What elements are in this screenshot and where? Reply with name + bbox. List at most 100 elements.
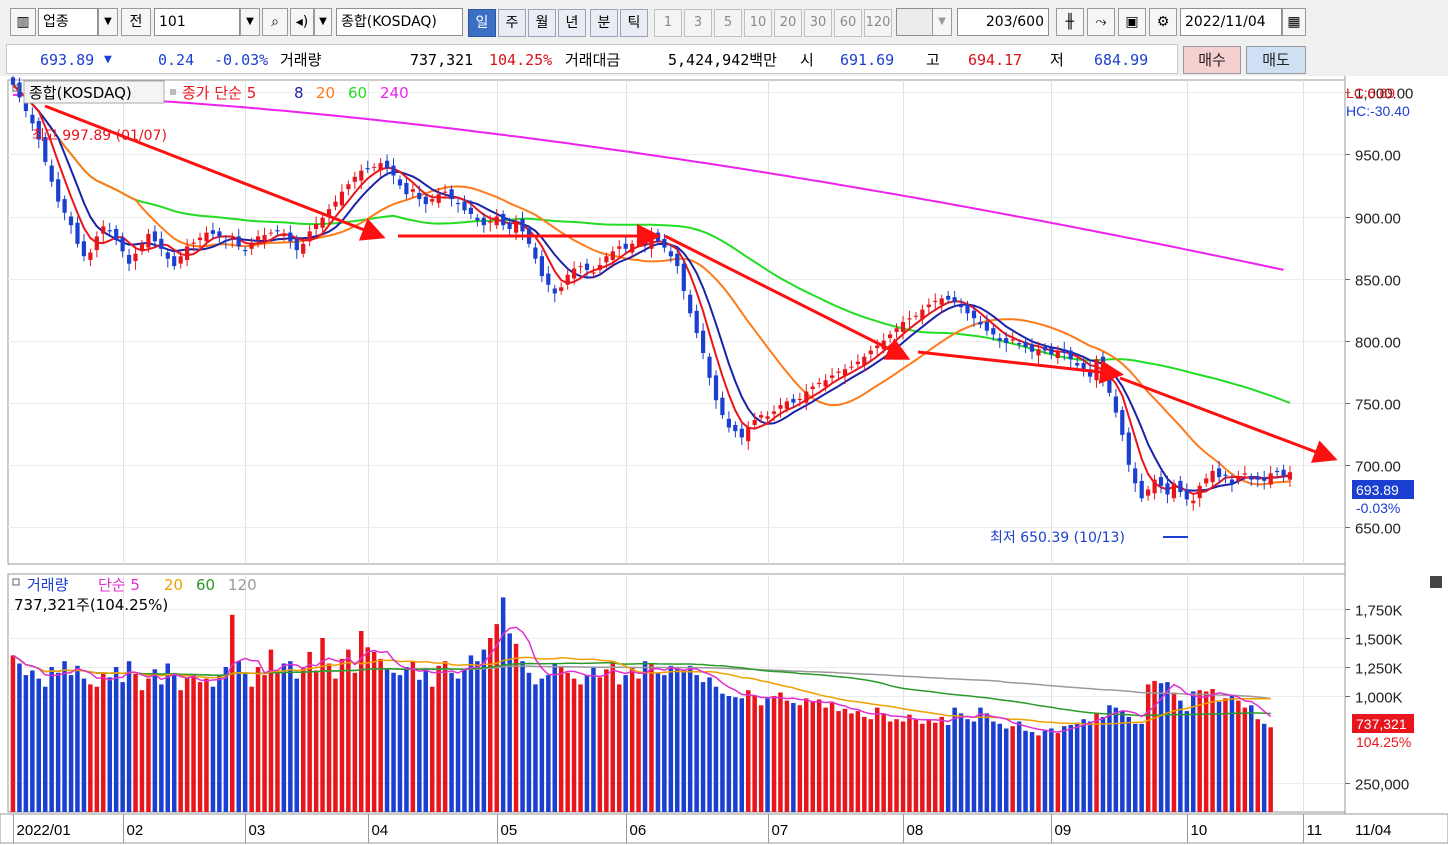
- date-field[interactable]: 2022/11/04: [1180, 8, 1282, 36]
- candle-body: [391, 165, 396, 176]
- candle-body: [662, 238, 667, 248]
- volume-bar: [1126, 716, 1131, 812]
- speaker-icon[interactable]: ◂): [290, 8, 314, 36]
- volume-toggle-icon: [12, 578, 20, 586]
- candle-body: [1113, 396, 1118, 413]
- tab-month[interactable]: 월: [528, 9, 556, 37]
- candle-body: [752, 420, 757, 425]
- volume-bar: [997, 723, 1002, 812]
- sector-select[interactable]: 업종: [38, 8, 98, 36]
- settings-icon[interactable]: ⚙: [1149, 8, 1177, 36]
- candle-body: [1023, 341, 1028, 347]
- candle-body: [10, 77, 16, 85]
- volume-bar: [784, 700, 790, 812]
- volume-bar: [81, 678, 87, 812]
- volume-bar: [339, 658, 345, 812]
- volume-bar: [120, 682, 125, 812]
- tab-year[interactable]: 년: [558, 9, 586, 37]
- candle-body: [365, 168, 370, 170]
- chart-type-icon[interactable]: ▥: [10, 8, 36, 36]
- date-tick-label: 08: [907, 822, 924, 839]
- line-tool-icon[interactable]: ⤳: [1087, 8, 1115, 36]
- prev-button[interactable]: 전: [121, 8, 151, 36]
- minute-60[interactable]: 60: [834, 9, 862, 37]
- minute-1[interactable]: 1: [654, 9, 682, 37]
- volume-bar: [604, 669, 609, 812]
- date-tick-label: 09: [1055, 822, 1072, 839]
- tab-minute[interactable]: 분: [590, 9, 618, 37]
- speaker-dropdown-icon[interactable]: ▼: [314, 8, 332, 36]
- code-dropdown-icon[interactable]: ▼: [240, 8, 260, 36]
- minute-20[interactable]: 20: [774, 9, 802, 37]
- high-note: 최고 997.89 (01/07): [32, 128, 167, 144]
- current-price: 693.89: [40, 51, 95, 69]
- volume-bar: [204, 678, 209, 812]
- candle-body: [552, 288, 557, 294]
- high-label: 고: [926, 51, 940, 69]
- volume-bar: [887, 721, 893, 812]
- minute-120[interactable]: 120: [864, 9, 892, 37]
- candle-body: [1068, 350, 1073, 360]
- price-tick-label: 650.00: [1355, 521, 1401, 538]
- candle-body: [1281, 469, 1286, 476]
- candle-body: [1242, 473, 1247, 475]
- trend-arrow: [1119, 376, 1338, 463]
- minute-3[interactable]: 3: [684, 9, 712, 37]
- volume-bar: [933, 722, 938, 812]
- search-icon[interactable]: ⌕: [262, 8, 288, 36]
- candle-body: [1204, 478, 1209, 484]
- legend-square-icon: [170, 89, 176, 95]
- candle-style-icon[interactable]: ╫: [1056, 8, 1084, 36]
- volume-legend-ma60: 60: [196, 576, 215, 594]
- save-icon[interactable]: ▣: [1118, 8, 1146, 36]
- count-field[interactable]: 203/600: [957, 8, 1049, 36]
- code-input[interactable]: 101: [154, 8, 240, 36]
- volume-bar: [746, 690, 751, 812]
- volume-bar: [178, 690, 183, 812]
- volume-bar: [455, 678, 461, 812]
- date-tick-label: 2022/01: [17, 822, 71, 839]
- candle-body: [1262, 477, 1267, 481]
- price-chart[interactable]: 2022/01 02 03 04 05 06 07 08 09 10 11 11/04 1,000.00…: [0, 76, 1448, 845]
- candle-body: [623, 243, 628, 249]
- volume-bar: [758, 705, 764, 812]
- volume-bar: [1068, 725, 1073, 812]
- candle-body: [668, 251, 673, 257]
- volume-info: 737,321주(104.25%): [14, 596, 168, 614]
- candle-body: [146, 233, 151, 248]
- candle-body: [913, 315, 918, 317]
- candle-body: [75, 222, 80, 244]
- candle-body: [1049, 348, 1054, 355]
- candle-body: [436, 194, 441, 203]
- panel-toggle-icon: [12, 84, 20, 92]
- candle-body: [1133, 468, 1138, 484]
- calendar-icon[interactable]: ▦: [1282, 8, 1306, 36]
- minute-30[interactable]: 30: [804, 9, 832, 37]
- volume-bar: [700, 682, 706, 812]
- corner-lc: LC:6.69: [1346, 85, 1395, 101]
- volume-last-label: 737,321: [1356, 716, 1407, 732]
- volume-bar: [236, 661, 241, 812]
- volume-tick-label: 1,250K: [1355, 661, 1403, 678]
- minute-5[interactable]: 5: [714, 9, 742, 37]
- tab-day[interactable]: 일: [468, 9, 496, 37]
- volume-bar: [359, 631, 364, 812]
- volume-bar: [571, 678, 577, 812]
- volume-bar: [1165, 682, 1170, 812]
- low-value: 684.99: [1094, 51, 1149, 69]
- volume-bar: [391, 672, 396, 812]
- sell-button[interactable]: 매도: [1246, 46, 1306, 74]
- volume-bar: [275, 672, 280, 812]
- buy-button[interactable]: 매수: [1183, 46, 1241, 74]
- custom-period-dropdown-icon[interactable]: ▼: [932, 8, 952, 36]
- volume-bar: [43, 686, 48, 812]
- candle-body: [759, 415, 764, 418]
- minute-10[interactable]: 10: [744, 9, 772, 37]
- volume-last-pct: 104.25%: [1356, 734, 1411, 750]
- tab-tick[interactable]: 틱: [620, 9, 648, 37]
- sector-dropdown-icon[interactable]: ▼: [98, 8, 118, 36]
- candle-body: [339, 191, 344, 206]
- candle-body: [862, 356, 867, 366]
- candle-body: [301, 243, 306, 254]
- tab-week[interactable]: 주: [498, 9, 526, 37]
